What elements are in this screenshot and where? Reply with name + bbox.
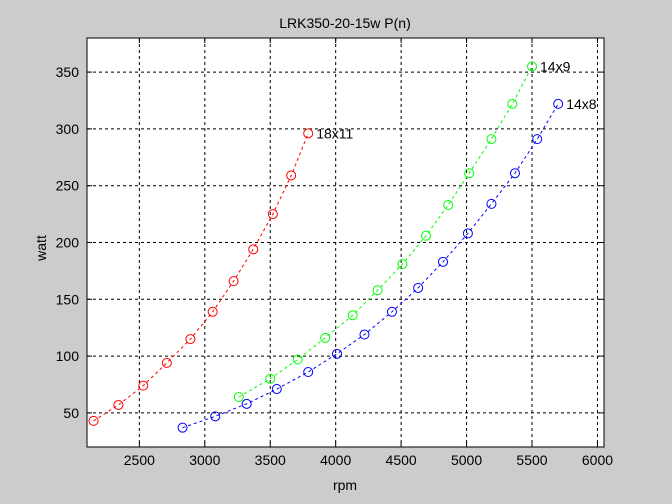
data-point xyxy=(286,170,297,181)
data-point xyxy=(438,256,449,267)
data-point xyxy=(486,198,497,209)
y-tick-label: 100 xyxy=(56,348,80,364)
data-point xyxy=(509,168,520,179)
data-point xyxy=(359,329,370,340)
x-tick-label: 3500 xyxy=(255,452,286,468)
data-point xyxy=(486,134,497,145)
data-point xyxy=(248,244,259,255)
chart-title: LRK350-20-15w P(n) xyxy=(279,15,411,31)
data-point xyxy=(177,422,188,433)
data-point xyxy=(210,411,221,422)
x-tick-label: 4500 xyxy=(386,452,417,468)
x-tick-label: 2500 xyxy=(124,452,155,468)
data-point xyxy=(228,276,239,287)
data-point xyxy=(233,392,244,403)
series-line xyxy=(238,66,533,398)
y-tick-label: 250 xyxy=(56,178,80,194)
y-axis-label: watt xyxy=(33,235,49,262)
y-tick-label: 300 xyxy=(56,121,80,137)
data-point xyxy=(527,61,538,72)
y-tick-label: 50 xyxy=(63,405,79,421)
series-14x8: 14x8 xyxy=(177,96,597,433)
x-tick-label: 6000 xyxy=(582,452,613,468)
x-tick-label: 3000 xyxy=(189,452,220,468)
grid xyxy=(87,38,604,447)
data-point xyxy=(320,332,331,343)
data-point xyxy=(303,367,314,378)
series-layer: 18x11 14x9 14x8 xyxy=(88,58,597,433)
x-axis-label: rpm xyxy=(333,477,357,493)
data-point xyxy=(331,348,342,359)
data-point xyxy=(532,134,543,145)
data-point xyxy=(207,306,218,317)
series-label: 14x8 xyxy=(566,96,597,112)
data-point xyxy=(386,306,397,317)
data-point xyxy=(161,357,172,368)
data-point xyxy=(347,310,358,321)
series-label: 14x9 xyxy=(540,58,571,74)
data-point xyxy=(397,259,408,270)
y-tick-label: 200 xyxy=(56,235,80,251)
data-point xyxy=(462,228,473,239)
series-14x9: 14x9 xyxy=(233,58,571,403)
data-point xyxy=(464,168,475,179)
data-point xyxy=(292,354,303,365)
x-tick-label: 5000 xyxy=(451,452,482,468)
tick-marks xyxy=(87,38,604,447)
data-point xyxy=(271,384,282,395)
series-line xyxy=(93,133,309,422)
y-tick-label: 150 xyxy=(56,291,80,307)
data-point xyxy=(138,380,149,391)
data-point xyxy=(113,399,124,410)
x-tick-labels: 2500 3000 3500 4000 4500 5000 5500 6000 xyxy=(124,452,613,468)
data-point xyxy=(265,373,276,384)
series-label: 18x11 xyxy=(316,125,353,141)
data-point xyxy=(372,285,383,296)
data-point xyxy=(443,200,454,211)
data-point xyxy=(88,415,99,426)
data-point xyxy=(507,98,518,109)
data-point xyxy=(420,230,431,241)
data-point xyxy=(303,128,314,139)
data-point xyxy=(413,282,424,293)
y-tick-labels: 50 100 150 200 250 300 350 xyxy=(56,64,80,421)
data-point xyxy=(241,398,252,409)
x-tick-label: 4000 xyxy=(320,452,351,468)
y-tick-label: 350 xyxy=(56,64,80,80)
data-point xyxy=(185,334,196,345)
series-line xyxy=(182,103,559,429)
x-tick-label: 5500 xyxy=(516,452,547,468)
data-point xyxy=(553,98,564,109)
data-point xyxy=(267,209,278,220)
series-18x11: 18x11 xyxy=(88,125,354,426)
